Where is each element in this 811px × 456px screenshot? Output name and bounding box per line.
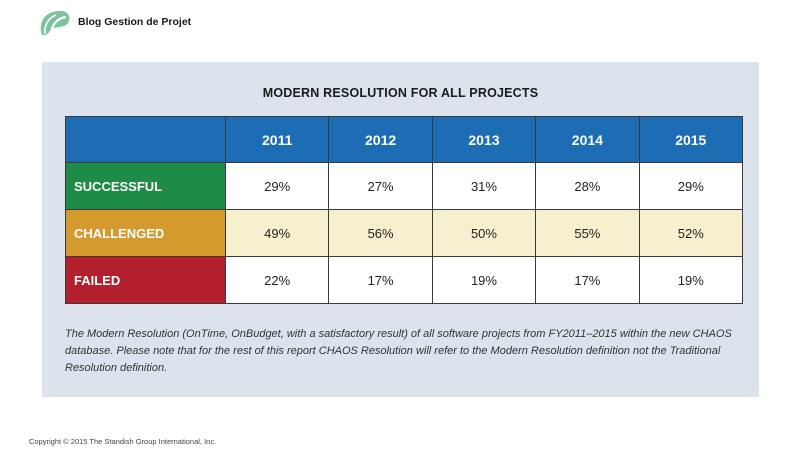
table-row-challenged: CHALLENGED 49% 56% 50% 55% 52% [65, 209, 744, 257]
panel-title: MODERN RESOLUTION FOR ALL PROJECTS [262, 86, 539, 100]
row-label-challenged: CHALLENGED [65, 209, 226, 257]
value-cell: 52% [638, 209, 744, 257]
value-cell: 50% [431, 209, 537, 257]
value-cell: 29% [638, 162, 744, 210]
header-row: 2011 2012 2013 2014 2015 [65, 116, 744, 163]
year-header: 2014 [535, 116, 640, 163]
value-cell: 27% [328, 162, 433, 210]
resolution-table: 2011 2012 2013 2014 2015 SUCCESSFUL 29% … [65, 116, 744, 304]
corner-cell [65, 116, 226, 163]
year-header: 2015 [638, 116, 744, 163]
value-cell: 22% [224, 256, 330, 304]
value-cell: 19% [431, 256, 537, 304]
value-cell: 17% [328, 256, 433, 304]
year-header: 2011 [224, 116, 330, 163]
blog-name: Blog Gestion de Projet [78, 16, 192, 28]
resolution-panel: MODERN RESOLUTION FOR ALL PROJECTS 2011 … [42, 62, 759, 397]
table-row-successful: SUCCESSFUL 29% 27% 31% 28% 29% [65, 162, 744, 210]
copyright-notice: Copyright © 2015 The Standish Group Inte… [29, 437, 217, 446]
value-cell: 29% [224, 162, 330, 210]
value-cell: 17% [535, 256, 640, 304]
value-cell: 56% [328, 209, 433, 257]
value-cell: 19% [638, 256, 744, 304]
year-header: 2013 [431, 116, 537, 163]
leaf-logo-icon [40, 10, 70, 36]
table-caption: The Modern Resolution (OnTime, OnBudget,… [65, 328, 732, 374]
value-cell: 55% [535, 209, 640, 257]
value-cell: 31% [431, 162, 537, 210]
value-cell: 49% [224, 209, 330, 257]
row-label-failed: FAILED [65, 256, 226, 304]
year-header: 2012 [328, 116, 433, 163]
row-label-successful: SUCCESSFUL [65, 162, 226, 210]
value-cell: 28% [535, 162, 640, 210]
table-row-failed: FAILED 22% 17% 19% 17% 19% [65, 256, 744, 304]
